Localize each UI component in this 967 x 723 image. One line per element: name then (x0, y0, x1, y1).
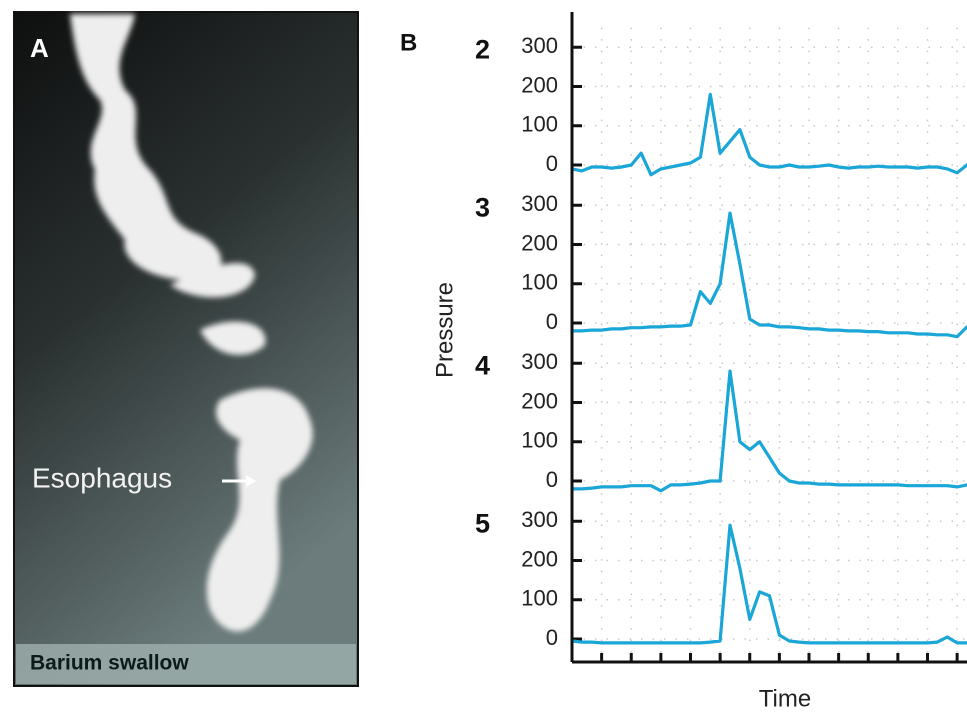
panel-label: B (400, 29, 417, 56)
y-tick-label: 100 (521, 428, 558, 453)
y-tick-label: 200 (521, 72, 558, 97)
panel-a-border (13, 11, 359, 687)
x-axis-title: Time (759, 685, 811, 712)
y-tick-label: 200 (521, 546, 558, 571)
xray-image (14, 12, 358, 686)
y-axis-title: Pressure (431, 282, 458, 378)
annotation: Esophagus (32, 462, 172, 493)
y-tick-label: 200 (521, 388, 558, 413)
barium-upper (70, 14, 222, 280)
channel-label: 5 (475, 508, 490, 538)
trace-panel: 0 100 200 300 2 (475, 27, 967, 185)
barium-column (70, 14, 313, 632)
y-tick-label: 100 (521, 270, 558, 295)
barium-ring (170, 263, 255, 298)
trace (570, 211, 967, 339)
channel-label: 3 (475, 192, 490, 222)
trace (570, 92, 967, 177)
trace (570, 523, 967, 645)
arrow-head (246, 475, 256, 487)
y-tick-label: 300 (521, 33, 558, 58)
y-tick-label: 0 (546, 151, 558, 176)
y-tick-label: 200 (521, 230, 558, 255)
barium-lower (206, 388, 313, 632)
panel-label: A (30, 33, 49, 63)
trace-panel: 0 100 200 300 3 (475, 185, 967, 343)
y-tick-label: 100 (521, 586, 558, 611)
trace-panel: 0 100 200 300 4 (475, 343, 967, 501)
channel-label: 4 (475, 350, 490, 380)
y-tick-label: 0 (546, 309, 558, 334)
barium-segment (200, 321, 266, 355)
panel-b: B Pressure Time (400, 29, 811, 712)
caption-strip (16, 644, 356, 684)
y-tick-label: 300 (521, 349, 558, 374)
caption: Barium swallow (30, 652, 189, 675)
y-tick-label: 0 (546, 467, 558, 492)
trace (570, 369, 967, 493)
y-tick-label: 100 (521, 112, 558, 137)
annotation-arrow (222, 475, 256, 487)
y-tick-label: 0 (546, 625, 558, 650)
y-tick-label: 300 (521, 507, 558, 532)
channel-label: 2 (475, 34, 490, 64)
panel-a: A Esophagus Barium swallow (13, 11, 359, 687)
y-tick-label: 300 (521, 191, 558, 216)
